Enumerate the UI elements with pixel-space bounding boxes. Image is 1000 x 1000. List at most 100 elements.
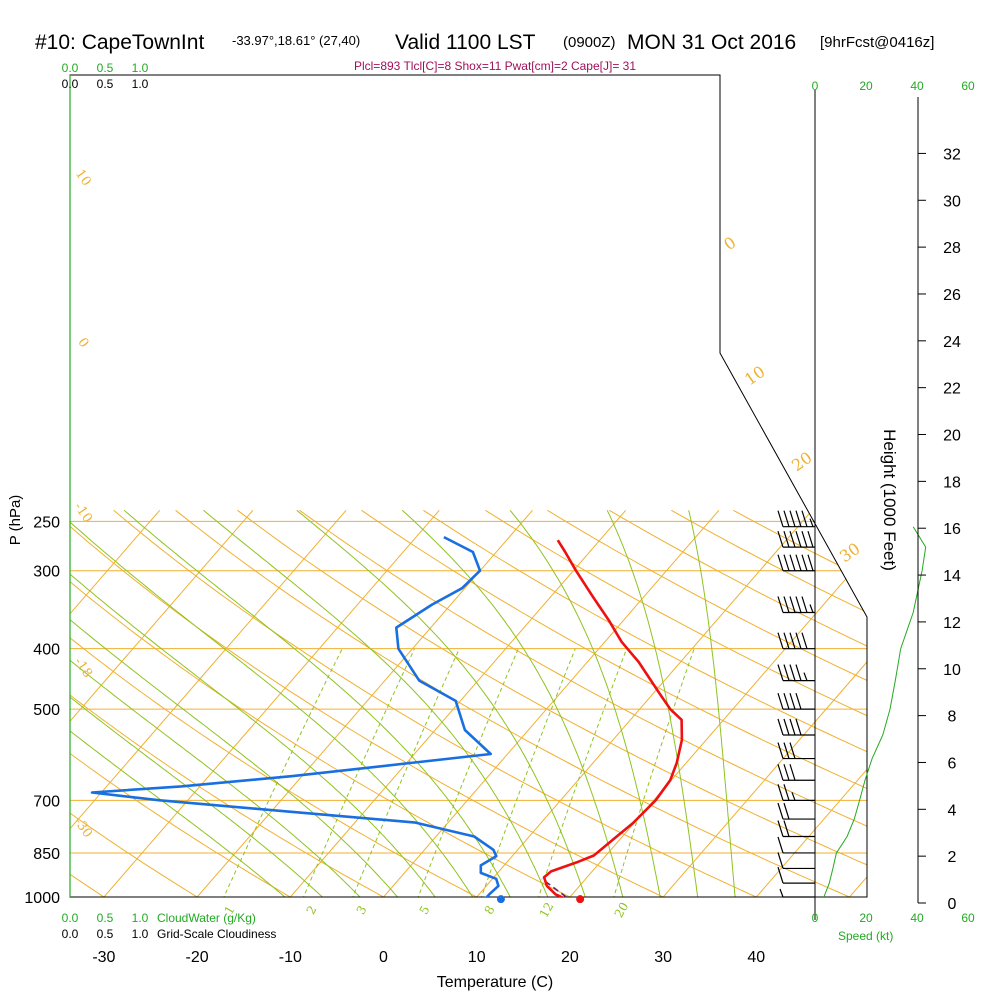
dry-adiabat-line xyxy=(361,509,867,897)
wind-barb xyxy=(779,888,815,898)
height-tick-label: 14 xyxy=(943,568,961,585)
moist-adiabat-line xyxy=(70,509,289,897)
surface-temperature-marker xyxy=(576,895,585,904)
dry-adiabat-line xyxy=(299,509,867,897)
speed-top-tick: 20 xyxy=(859,79,873,93)
pressure-tick-label: 500 xyxy=(33,702,60,719)
moist-adiabat-line xyxy=(123,509,513,897)
moist-adiabat-line xyxy=(296,509,587,897)
speed-top-tick: 40 xyxy=(910,79,924,93)
dry-adiabat-line xyxy=(70,509,483,897)
wind-barb xyxy=(777,530,815,548)
dry-adiabat-line xyxy=(237,509,867,897)
pressure-axis-label: P (hPa) xyxy=(7,495,24,546)
temperature-tick-label: 20 xyxy=(561,949,579,966)
wind-barb xyxy=(777,764,815,781)
cloudiness-label: Grid-Scale Cloudiness xyxy=(157,927,276,941)
height-tick-label: 6 xyxy=(948,755,957,772)
cloudwater-bottom-tick: 0.5 xyxy=(97,911,114,925)
cloudwater-label: CloudWater (g/Kg) xyxy=(157,911,256,925)
profile-layer xyxy=(90,535,684,904)
wind-barb xyxy=(777,866,815,884)
mixing-ratio-label: 2 xyxy=(304,903,320,917)
mixing-ratio-label: 5 xyxy=(417,903,433,917)
height-tick-label: 2 xyxy=(948,849,957,866)
cloudwater-bottom-tick: 1.0 xyxy=(132,911,149,925)
isotherm-line xyxy=(474,509,813,897)
moist-adiabat-line xyxy=(70,509,475,897)
wind-barbs xyxy=(777,510,815,898)
station-coords: -33.97°,18.61° (27,40) xyxy=(232,33,360,48)
valid-time: Valid 1100 LST xyxy=(395,31,536,54)
temperature-tick-label: 10 xyxy=(468,949,486,966)
dewpoint-profile xyxy=(90,535,500,897)
wind-barb xyxy=(777,718,815,736)
moist-adiabat-line xyxy=(70,509,363,897)
height-tick-label: 24 xyxy=(943,334,961,351)
speed-top-tick: 60 xyxy=(961,79,975,93)
pressure-axis: 250 300 400 500 700 850 1000 xyxy=(24,514,60,907)
pressure-tick-label: 300 xyxy=(33,564,60,581)
cloudiness-top-tick: 0.0 xyxy=(62,77,79,91)
surface-dewpoint-marker xyxy=(496,895,505,904)
isotherm-line xyxy=(846,509,867,897)
moist-adiabat-line xyxy=(70,509,326,897)
wind-speed-curve xyxy=(823,526,927,898)
isotherm-line xyxy=(70,509,254,897)
cloudwater-top-tick: 0.5 xyxy=(97,61,114,75)
temperature-tick-label: -10 xyxy=(279,949,302,966)
dry-adiabat-line xyxy=(609,509,867,897)
speed-bottom-tick: 40 xyxy=(910,911,924,925)
mixing-ratio-label: 8 xyxy=(482,903,498,917)
mixing-ratio-line xyxy=(301,648,415,897)
height-axis-label: Height (1000 Feet) xyxy=(880,429,899,571)
wind-barb xyxy=(777,784,815,801)
wind-barb xyxy=(777,596,815,614)
theta-label: 20 xyxy=(788,448,816,475)
moist-adiabat-line xyxy=(70,509,438,897)
cloudwater-top-tick: 1.0 xyxy=(132,61,149,75)
height-tick-label: 0 xyxy=(948,896,957,913)
isotherm-line xyxy=(753,509,867,897)
speed-bottom-tick: 20 xyxy=(859,911,873,925)
moist-adiabat-line xyxy=(70,509,401,897)
wind-barb xyxy=(777,820,815,838)
moist-adiabat-line xyxy=(509,509,662,897)
moist-adiabat-line xyxy=(203,509,550,897)
speed-bottom-tick: 0 xyxy=(812,911,819,925)
dry-adiabat-line xyxy=(70,509,389,897)
wind-barb xyxy=(777,802,815,820)
mixing-ratio-line xyxy=(222,648,343,897)
utc-time: (0900Z) xyxy=(563,34,616,51)
dry-adiabat-line xyxy=(485,509,867,897)
dry-adiabat-line xyxy=(113,509,763,897)
wind-barb xyxy=(777,742,815,760)
svg-text:#10: CapeTownInt: #10: CapeTownInt xyxy=(35,31,204,54)
height-tick-label: 10 xyxy=(943,662,961,679)
height-tick-label: 30 xyxy=(943,193,961,210)
isotherm-line xyxy=(660,509,867,897)
dry-adiabat-line xyxy=(175,509,856,897)
valid-date: MON 31 Oct 2016 xyxy=(627,31,796,54)
temperature-tick-label: 40 xyxy=(747,949,765,966)
dry-adiabat-label: -30 xyxy=(71,815,95,841)
dry-adiabat-line xyxy=(423,509,867,897)
pressure-tick-label: 250 xyxy=(33,514,60,531)
height-tick-label: 4 xyxy=(948,802,957,819)
speed-axis-label: Speed (kt) xyxy=(838,929,893,943)
pressure-tick-label: 700 xyxy=(33,793,60,810)
wind-barb xyxy=(777,664,815,682)
theta-label: 10 xyxy=(741,362,769,389)
height-tick-label: 8 xyxy=(948,709,957,726)
theta-label: 0 xyxy=(720,233,739,254)
isotherm-line xyxy=(70,509,161,897)
cloudiness-top-tick: 1.0 xyxy=(132,77,149,91)
wind-barb xyxy=(777,510,815,528)
temperature-tick-label: -20 xyxy=(186,949,209,966)
sounding-indices: Plcl=893 Tlcl[C]=8 Shox=11 Pwat[cm]=2 Ca… xyxy=(354,59,636,73)
cloudiness-top-tick: 0.5 xyxy=(97,77,114,91)
height-tick-label: 26 xyxy=(943,287,961,304)
height-tick-label: 18 xyxy=(943,474,961,491)
